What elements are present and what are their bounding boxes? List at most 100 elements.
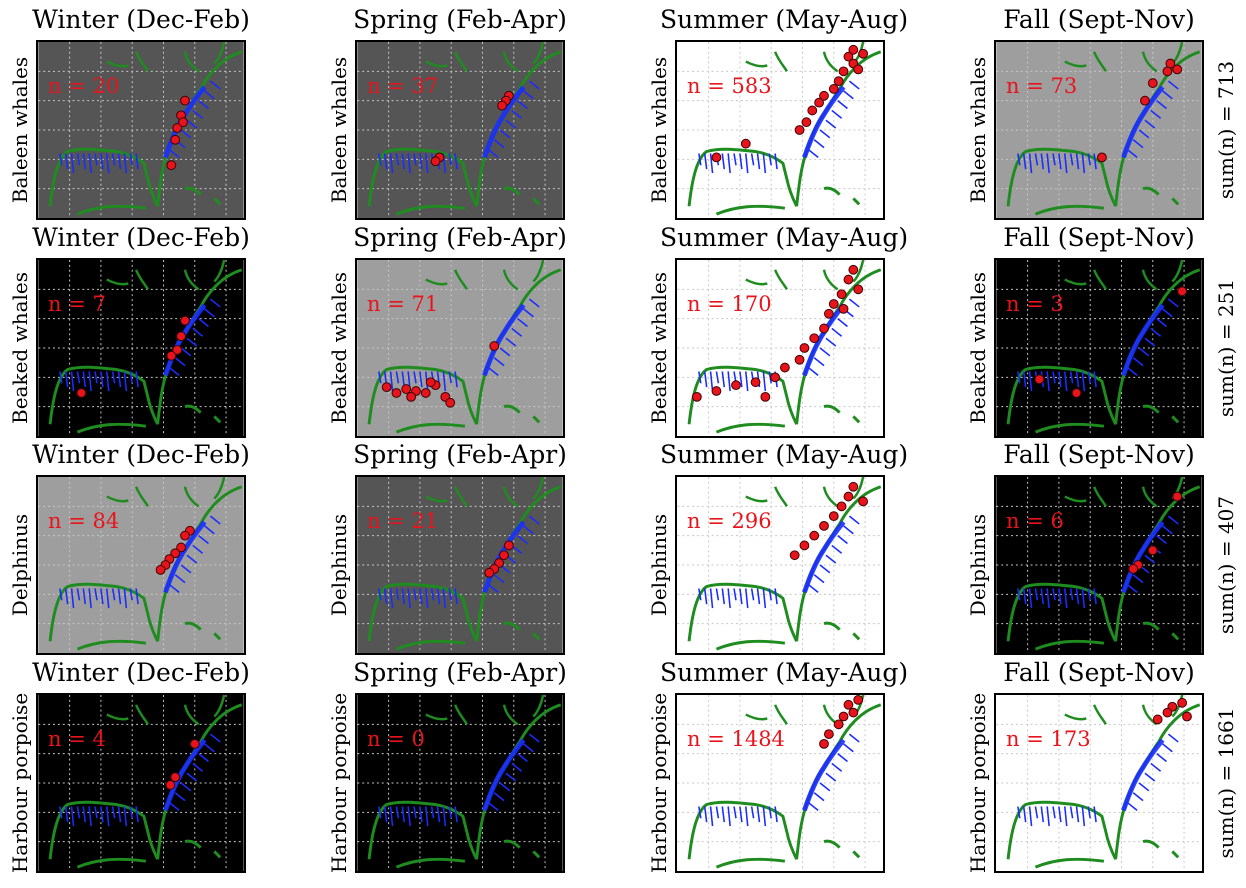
- effort-track: [721, 371, 726, 388]
- sighting-point: [833, 719, 844, 730]
- effort-track: [837, 100, 848, 110]
- effort-track: [499, 129, 511, 139]
- effort-track: [424, 153, 429, 174]
- sighting-count-label: n = 170: [687, 292, 772, 316]
- effort-track: [831, 327, 843, 337]
- effort-track: [1126, 366, 1138, 376]
- sighting-count-label: n = 21: [367, 509, 439, 533]
- effort-coastal: [1121, 738, 1165, 812]
- effort-track: [762, 153, 767, 174]
- effort-track: [64, 806, 69, 823]
- effort-track: [1075, 806, 1080, 823]
- sighting-point: [828, 84, 839, 94]
- panel-season-title: Summer (May-Aug): [660, 658, 909, 687]
- effort-track: [703, 588, 708, 605]
- season-map-panel: n = 0: [355, 693, 565, 873]
- effort-track: [499, 782, 511, 792]
- effort-track: [1156, 100, 1167, 110]
- sighting-point: [1182, 711, 1192, 722]
- effort-track: [59, 371, 63, 384]
- effort-track: [807, 801, 819, 811]
- sighting-point: [858, 496, 868, 507]
- effort-track: [192, 327, 204, 337]
- effort-track: [1046, 371, 1050, 392]
- sighting-point: [819, 90, 829, 101]
- coastline-north: [106, 477, 226, 508]
- effort-track: [762, 371, 767, 392]
- effort-track: [528, 80, 540, 90]
- effort-track: [1132, 357, 1144, 367]
- sighting-point: [843, 51, 854, 62]
- effort-track: [111, 806, 116, 819]
- effort-track: [419, 153, 423, 170]
- sighting-count-label: n = 37: [367, 74, 439, 98]
- row-species-label: Beaked whales: [8, 272, 32, 424]
- effort-track: [1167, 80, 1179, 90]
- sighting-point: [170, 548, 181, 559]
- effort-track: [825, 554, 837, 564]
- effort-track: [528, 298, 540, 308]
- effort-track: [1022, 371, 1027, 388]
- effort-track: [378, 806, 382, 819]
- coastline-caribbean: [1034, 839, 1180, 869]
- effort-track: [1052, 153, 1056, 166]
- effort-track: [413, 588, 417, 601]
- sighting-count-label: n = 4: [48, 727, 106, 751]
- effort-track: [204, 743, 215, 753]
- effort-track: [1126, 148, 1138, 158]
- effort-track: [389, 806, 394, 827]
- effort-track: [180, 564, 192, 574]
- effort-track: [721, 588, 726, 605]
- season-map-panel: n = 3: [994, 258, 1204, 438]
- effort-track: [59, 588, 63, 601]
- effort-track: [105, 588, 110, 609]
- effort-track: [105, 153, 110, 174]
- effort-track: [454, 588, 458, 605]
- effort-track: [1052, 588, 1056, 601]
- effort-track: [1087, 153, 1091, 166]
- sighting-point: [770, 372, 780, 383]
- effort-track: [407, 153, 411, 174]
- effort-track: [1132, 574, 1144, 584]
- coastline-north: [425, 42, 545, 73]
- effort-track: [59, 153, 63, 166]
- sighting-point: [731, 380, 741, 391]
- effort-track: [135, 806, 139, 823]
- effort-track: [721, 153, 726, 170]
- effort-track: [768, 588, 772, 601]
- effort-track: [1126, 801, 1138, 811]
- sighting-point: [497, 100, 507, 111]
- sighting-point: [836, 289, 847, 300]
- effort-track: [111, 371, 116, 384]
- effort-track: [1093, 806, 1097, 823]
- effort-track: [180, 782, 192, 792]
- sighting-count-label: n = 0: [367, 727, 425, 751]
- effort-track: [756, 588, 761, 605]
- effort-track: [698, 153, 702, 166]
- effort-track: [487, 148, 499, 158]
- sighting-point: [836, 501, 847, 512]
- sighting-point: [1152, 714, 1163, 725]
- effort-track: [1144, 554, 1156, 564]
- effort-track: [401, 153, 406, 170]
- effort-track: [454, 371, 458, 388]
- sighting-count-label: n = 3: [1006, 292, 1064, 316]
- sighting-point: [819, 521, 829, 531]
- effort-track: [1126, 583, 1138, 593]
- sighting-point: [692, 392, 702, 402]
- effort-track: [129, 371, 133, 384]
- effort-track: [831, 762, 843, 772]
- season-map-panel: n = 37: [355, 40, 565, 220]
- effort-track: [493, 139, 505, 149]
- effort-track: [123, 153, 128, 174]
- effort-coastal: [1121, 303, 1165, 377]
- effort-track: [1034, 153, 1039, 166]
- effort-track: [383, 153, 388, 170]
- effort-track: [1162, 743, 1173, 753]
- row-species-label: Baleen whales: [8, 56, 32, 204]
- effort-track: [413, 371, 417, 384]
- effort-track: [1069, 153, 1074, 166]
- panel-season-title: Winter (Dec-Feb): [32, 223, 250, 252]
- effort-track: [517, 753, 528, 763]
- coastline-north: [745, 260, 865, 291]
